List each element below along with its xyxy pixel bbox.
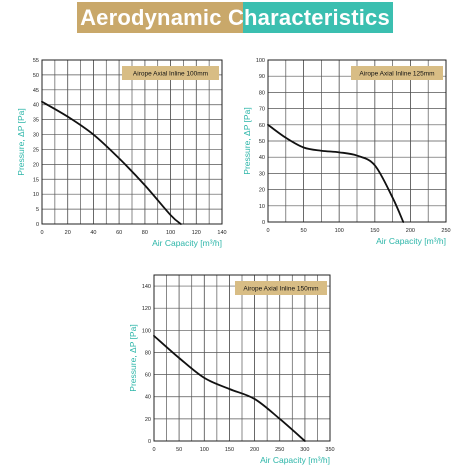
y-tick-label: 10 — [33, 192, 39, 198]
chart-2: 0 50 100 150 200 250 0 10 20 30 40 50 60 70 80 90 100 Air… — [242, 58, 451, 246]
y-tick-label: 0 — [36, 222, 39, 228]
x-tick-label: 50 — [176, 447, 182, 453]
x-tick-label: 50 — [301, 228, 307, 234]
x-tick-label: 350 — [325, 447, 334, 453]
y-tick-label: 15 — [33, 177, 39, 183]
plot-frame — [41, 59, 223, 225]
x-tick-label: 250 — [275, 447, 284, 453]
x-tick-label: 150 — [225, 447, 234, 453]
y-tick-label: 5 — [36, 207, 39, 213]
y-tick-label: 50 — [33, 73, 39, 79]
y-tick-label: 100 — [142, 328, 151, 334]
y-tick-label: 50 — [259, 139, 265, 145]
y-tick-label: 40 — [259, 155, 265, 161]
x-tick-label: 120 — [192, 230, 201, 236]
plot-frame — [267, 59, 447, 223]
y-tick-label: 45 — [33, 88, 39, 94]
y-tick-label: 20 — [33, 162, 39, 168]
chart-1: 0 20 40 60 80 100 120 140 0 5 10 15 20 25 30 35 40 45 50 55… — [16, 58, 227, 248]
performance-curve — [153, 334, 306, 442]
y-tick-label: 25 — [33, 147, 39, 153]
model-tag-label: Airope Axial Inline 150mm — [243, 286, 318, 293]
y-tick-label: 30 — [33, 133, 39, 139]
plot-frame — [153, 274, 331, 442]
x-tick-label: 20 — [65, 230, 71, 236]
x-axis-label: Air Capacity [m³/h] — [152, 238, 222, 248]
page-title: Aerodynamic Characteristics — [80, 5, 390, 30]
performance-curve — [267, 123, 405, 223]
chart-3: 0 50 100 150 200 250 300 350 0 20 40 60 80 100 120 140 A… — [128, 274, 335, 465]
y-tick-label: 30 — [259, 171, 265, 177]
y-tick-label: 100 — [256, 58, 265, 64]
y-tick-label: 40 — [145, 395, 151, 401]
x-tick-label: 0 — [40, 230, 43, 236]
title-banner: Aerodynamic Characteristics — [77, 2, 393, 33]
x-tick-label: 40 — [90, 230, 96, 236]
y-tick-label: 20 — [259, 188, 265, 194]
model-tag-label: Airope Axial Inline 100mm — [133, 71, 208, 78]
y-tick-label: 0 — [148, 439, 151, 445]
x-tick-label: 80 — [142, 230, 148, 236]
y-tick-label: 55 — [33, 58, 39, 64]
x-tick-label: 150 — [370, 228, 379, 234]
y-tick-label: 10 — [259, 204, 265, 210]
x-tick-label: 250 — [441, 228, 450, 234]
x-tick-label: 100 — [335, 228, 344, 234]
x-axis-label: Air Capacity [m³/h] — [376, 236, 446, 246]
model-tag-box — [122, 66, 219, 80]
x-tick-label: 140 — [217, 230, 226, 236]
model-tag-label: Airope Axial Inline 125mm — [359, 71, 434, 78]
y-tick-label: 80 — [259, 90, 265, 96]
x-tick-label: 0 — [152, 447, 155, 453]
y-axis-label: Pressure, ΔP [Pa] — [128, 324, 138, 391]
x-tick-label: 100 — [166, 230, 175, 236]
performance-curve — [41, 100, 182, 225]
y-tick-label: 60 — [259, 123, 265, 129]
x-tick-label: 0 — [266, 228, 269, 234]
model-tag-box — [235, 281, 327, 295]
y-tick-label: 90 — [259, 74, 265, 80]
x-tick-label: 100 — [200, 447, 209, 453]
x-tick-label: 300 — [300, 447, 309, 453]
y-tick-label: 120 — [142, 306, 151, 312]
model-tag-box — [351, 66, 443, 80]
y-tick-label: 40 — [33, 103, 39, 109]
x-tick-label: 200 — [406, 228, 415, 234]
y-tick-label: 80 — [145, 350, 151, 356]
y-tick-label: 20 — [145, 417, 151, 423]
y-axis-label: Pressure, ΔP [Pa] — [242, 107, 252, 174]
y-tick-label: 140 — [142, 284, 151, 290]
x-axis-label: Air Capacity [m³/h] — [260, 455, 330, 465]
y-tick-label: 60 — [145, 373, 151, 379]
x-tick-label: 60 — [116, 230, 122, 236]
x-tick-label: 200 — [250, 447, 259, 453]
y-tick-label: 35 — [33, 118, 39, 124]
y-tick-label: 70 — [259, 107, 265, 113]
y-axis-label: Pressure, ΔP [Pa] — [16, 108, 26, 175]
y-tick-label: 0 — [262, 220, 265, 226]
